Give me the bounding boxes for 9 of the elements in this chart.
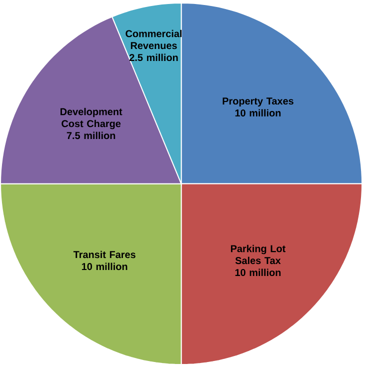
slice-label: Transit Fares — [73, 251, 136, 258]
slice-label: Property Taxes — [222, 98, 294, 107]
data-label: 10 million — [235, 109, 281, 117]
data-label: 2.5 million — [130, 54, 178, 62]
data-label: 10 million — [82, 263, 128, 270]
slice-label: Development Cost Charge — [60, 108, 122, 130]
data-label: 7.5 million — [66, 132, 116, 140]
data-label: 10 million — [235, 268, 281, 276]
slice-label: Parking Lot Sales Tax — [230, 245, 286, 264]
